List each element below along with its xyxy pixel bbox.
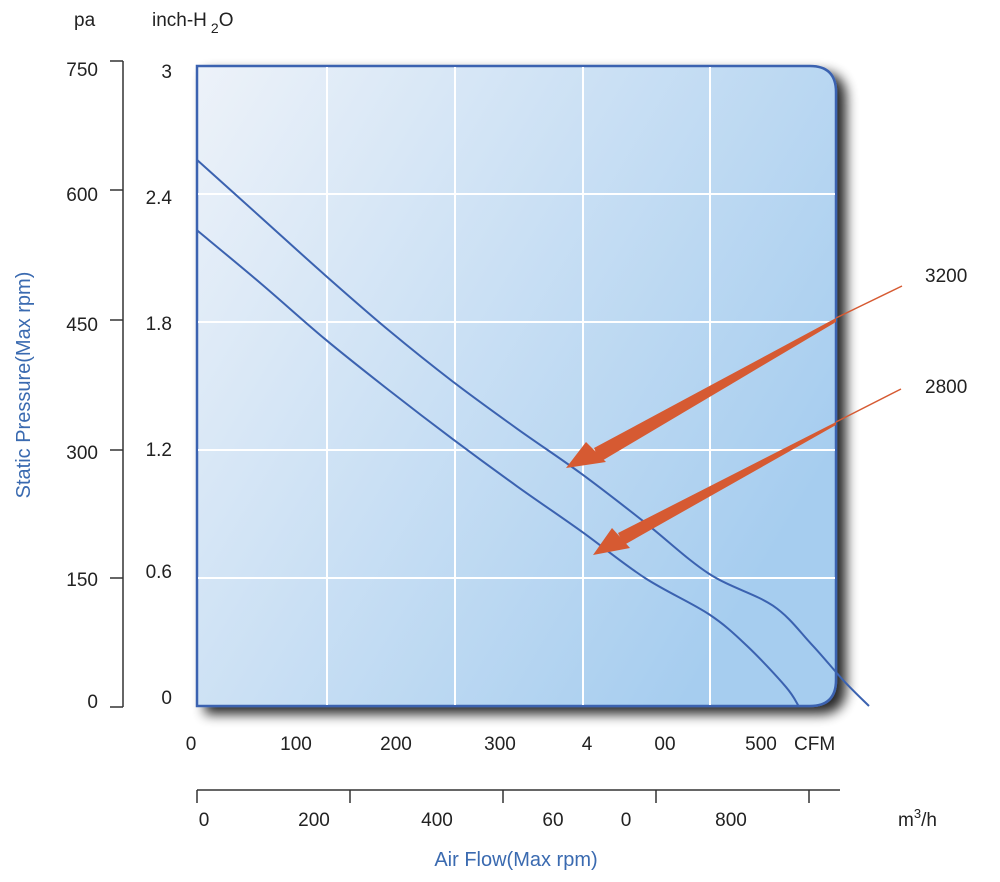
arrow-3200	[566, 285, 903, 468]
y-axis	[110, 60, 124, 708]
m3h-tick-label: 0	[621, 810, 632, 831]
inh2o-tick-label: 0	[161, 688, 172, 709]
inh2o-unit-tail: O	[219, 10, 234, 31]
series-label-3200: 3200	[925, 266, 967, 287]
curves	[196, 159, 870, 707]
pa-tick-label: 150	[66, 570, 98, 591]
x-axis-title: Air Flow(Max rpm)	[434, 849, 597, 871]
pa-tick-label: 750	[66, 60, 98, 81]
m3h-unit-tail: /h	[921, 810, 937, 831]
m3h-tick-labels: 0 200 400 60 0 800	[199, 810, 747, 831]
inh2o-tick-label: 2.4	[146, 188, 173, 209]
pa-unit-label: pa	[74, 10, 96, 31]
inh2o-tick-label: 1.8	[146, 314, 172, 335]
cfm-tick-label: 0	[186, 734, 197, 755]
series-line-3200	[196, 159, 870, 707]
inh2o-unit-main: inch-H	[152, 10, 207, 31]
pa-tick-label: 600	[66, 185, 98, 206]
pa-tick-label: 0	[87, 692, 98, 713]
pa-tick-labels: 750 600 450 300 150 0	[66, 60, 98, 713]
series-label-2800: 2800	[925, 377, 967, 398]
m3h-unit-main: m	[898, 810, 914, 831]
cfm-unit-label: CFM	[794, 734, 835, 755]
cfm-tick-label: 4	[582, 734, 593, 755]
cfm-tick-label: 00	[654, 734, 675, 755]
inh2o-tick-label: 0.6	[146, 562, 172, 583]
m3h-tick-label: 0	[199, 810, 210, 831]
inh2o-tick-label: 1.2	[146, 440, 172, 461]
m3h-tick-label: 60	[542, 810, 563, 831]
series-line-2800	[196, 229, 800, 707]
m3h-unit-label: m3/h	[898, 806, 937, 831]
m3h-axis	[196, 789, 840, 803]
cfm-tick-label: 300	[484, 734, 516, 755]
inh2o-unit-label: inch-H 2O	[152, 10, 233, 36]
cfm-tick-label: 200	[380, 734, 412, 755]
cfm-tick-label: 500	[745, 734, 777, 755]
pa-tick-label: 300	[66, 443, 98, 464]
inh2o-tick-labels: 3 2.4 1.8 1.2 0.6 0	[146, 62, 173, 709]
arrow-2800	[593, 388, 902, 555]
y-axis-title: Static Pressure(Max rpm)	[13, 272, 35, 499]
cfm-tick-label: 100	[280, 734, 312, 755]
inh2o-tick-label: 3	[161, 62, 172, 83]
cfm-tick-labels: 0 100 200 300 4 00 500	[186, 734, 777, 755]
m3h-unit-sup: 3	[914, 806, 921, 821]
m3h-tick-label: 800	[715, 810, 747, 831]
m3h-tick-label: 400	[421, 810, 453, 831]
inh2o-unit-sub: 2	[211, 20, 219, 36]
pa-tick-label: 450	[66, 315, 98, 336]
plot-area	[195, 64, 838, 708]
m3h-tick-label: 200	[298, 810, 330, 831]
